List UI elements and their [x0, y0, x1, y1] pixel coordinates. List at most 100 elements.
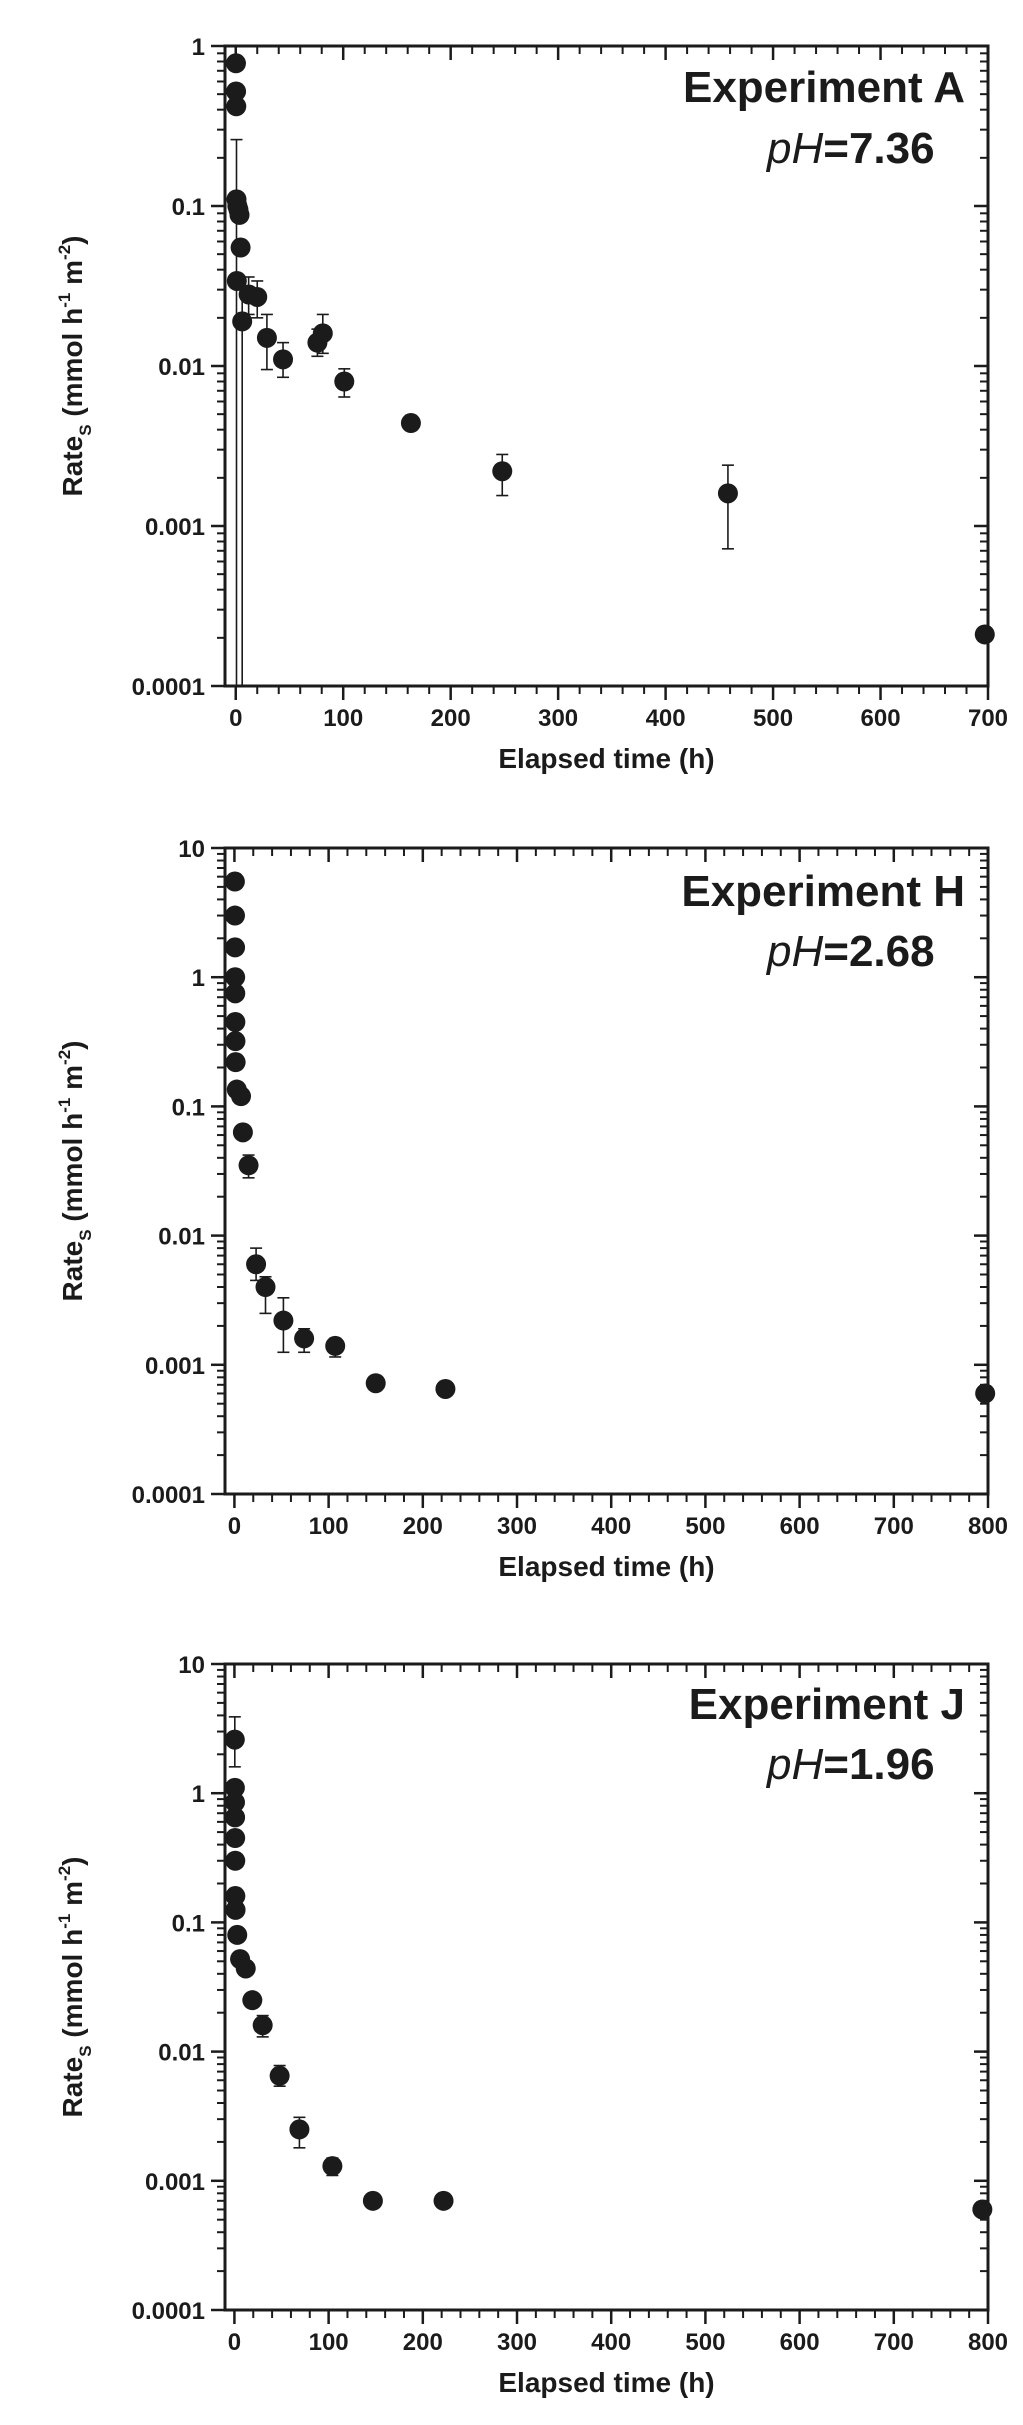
- y-axis-title: RateS (mmol h-1 m-2): [55, 1857, 95, 2118]
- y-axis-title-part: Rate: [57, 2057, 88, 2118]
- y-axis-title-part: -2: [55, 245, 74, 260]
- data-point: [717, 483, 738, 504]
- data-point: [224, 871, 245, 892]
- y-axis-title-part: m: [57, 1881, 88, 1914]
- y-tick-label: 0.001: [145, 514, 205, 541]
- experiment-label: Experiment J: [689, 1680, 965, 1729]
- data-point: [229, 204, 250, 225]
- data-point: [225, 983, 246, 1004]
- y-tick-label: 0.01: [158, 354, 205, 381]
- y-tick-label: 10: [178, 1652, 205, 1679]
- data-point: [255, 1277, 276, 1298]
- y-axis-title-part: ): [57, 1041, 88, 1050]
- data-point: [225, 937, 246, 958]
- data-point: [312, 323, 333, 344]
- experiment-label: Experiment H: [681, 867, 965, 916]
- y-axis-title-part: Rate: [57, 1241, 88, 1302]
- y-tick-label: 0.01: [158, 1224, 205, 1251]
- data-point: [232, 1122, 253, 1143]
- x-tick-label: 0: [228, 2329, 241, 2356]
- data-point: [225, 1012, 246, 1033]
- y-axis-title-part: -2: [55, 1050, 74, 1065]
- data-point: [227, 1924, 248, 1945]
- panel-h: 0 100 200 300 400 500 600 700 800 0.0001 0.001 0.01…: [55, 836, 1008, 1582]
- data-point: [224, 1792, 245, 1813]
- data-point: [252, 2015, 273, 2036]
- data-point: [365, 1373, 386, 1394]
- data-point: [492, 461, 513, 482]
- x-tick-label: 300: [497, 2329, 537, 2356]
- x-axis-title: Elapsed time (h): [498, 2367, 714, 2398]
- data-point: [224, 905, 245, 926]
- ph-value: =1.96: [823, 1740, 934, 1789]
- y-axis-title-part: -1: [55, 1098, 74, 1113]
- x-tick-label: 300: [538, 705, 578, 732]
- x-tick-label: 600: [861, 705, 901, 732]
- y-axis-title-part: S: [76, 1229, 95, 1240]
- data-point: [232, 311, 253, 332]
- y-axis-title-part: -1: [55, 293, 74, 308]
- data-point: [974, 624, 995, 645]
- x-tick-label: 100: [309, 2329, 349, 2356]
- data-point: [273, 1310, 294, 1331]
- x-tick-label: 200: [431, 705, 471, 732]
- ph-symbol: pH: [765, 124, 823, 173]
- data-point: [226, 81, 247, 102]
- data-point: [435, 1378, 456, 1399]
- data-point: [325, 1335, 346, 1356]
- x-tick-label: 400: [646, 705, 686, 732]
- y-axis-title-part: ): [57, 236, 88, 245]
- data-point: [226, 96, 247, 117]
- x-tick-label: 0: [228, 1513, 241, 1540]
- x-tick-label: 600: [780, 2329, 820, 2356]
- data-point: [238, 1155, 259, 1176]
- y-tick-label: 0.0001: [132, 2298, 205, 2325]
- data-point: [225, 1886, 246, 1907]
- plot-frame: [223, 1662, 990, 2312]
- data-point: [225, 1031, 246, 1052]
- x-tick-label: 200: [403, 2329, 443, 2356]
- data-point: [256, 327, 277, 348]
- data-point: [362, 2190, 383, 2211]
- y-axis-title-part: S: [76, 424, 95, 435]
- data-point: [225, 1828, 246, 1849]
- x-tick-label: 300: [497, 1513, 537, 1540]
- x-tick-label: 800: [968, 1513, 1008, 1540]
- plot-frame: [223, 846, 990, 1496]
- x-tick-label: 500: [753, 705, 793, 732]
- y-axis-title: RateS (mmol h-1 m-2): [55, 236, 95, 497]
- y-tick-label: 0.1: [172, 1094, 205, 1121]
- data-point: [400, 413, 421, 434]
- data-point: [972, 2199, 993, 2220]
- x-tick-label: 700: [968, 705, 1008, 732]
- y-tick-label: 1: [192, 1781, 205, 1808]
- y-axis-title-part: (mmol h: [57, 1113, 88, 1230]
- ph-symbol: pH: [765, 927, 823, 976]
- y-tick-label: 0.001: [145, 1353, 205, 1380]
- ph-label: pH=2.68: [765, 927, 935, 976]
- panel-j: 0 100 200 300 400 500 600 700 800 0.0001 0.001 0.01…: [55, 1652, 1008, 2398]
- data-point: [224, 1777, 245, 1798]
- data-point: [273, 349, 294, 370]
- y-tick-label: 0.1: [172, 194, 205, 221]
- data-point: [269, 2065, 290, 2086]
- y-axis-title: RateS (mmol h-1 m-2): [55, 1041, 95, 1302]
- y-axis-title-part: -1: [55, 1914, 74, 1929]
- y-tick-label: 1: [192, 34, 205, 61]
- data-point: [242, 1990, 263, 2011]
- y-axis-title-part: S: [76, 2045, 95, 2056]
- x-axis-title: Elapsed time (h): [498, 743, 714, 774]
- y-tick-label: 0.0001: [132, 674, 205, 701]
- ph-value: =2.68: [823, 927, 934, 976]
- x-tick-label: 100: [309, 1513, 349, 1540]
- y-axis-title-part: ): [57, 1857, 88, 1866]
- y-axis-title-part: (mmol h: [57, 308, 88, 425]
- panel-a: 0 100 200 300 400 500 600 700 0.0001 0.001 0.01 0.1…: [55, 34, 1008, 774]
- x-tick-label: 800: [968, 2329, 1008, 2356]
- ph-value: =7.36: [823, 124, 934, 173]
- y-axis-title-part: Rate: [57, 436, 88, 497]
- y-tick-label: 10: [178, 836, 205, 863]
- data-point: [322, 2156, 343, 2177]
- ph-symbol: pH: [765, 1740, 823, 1789]
